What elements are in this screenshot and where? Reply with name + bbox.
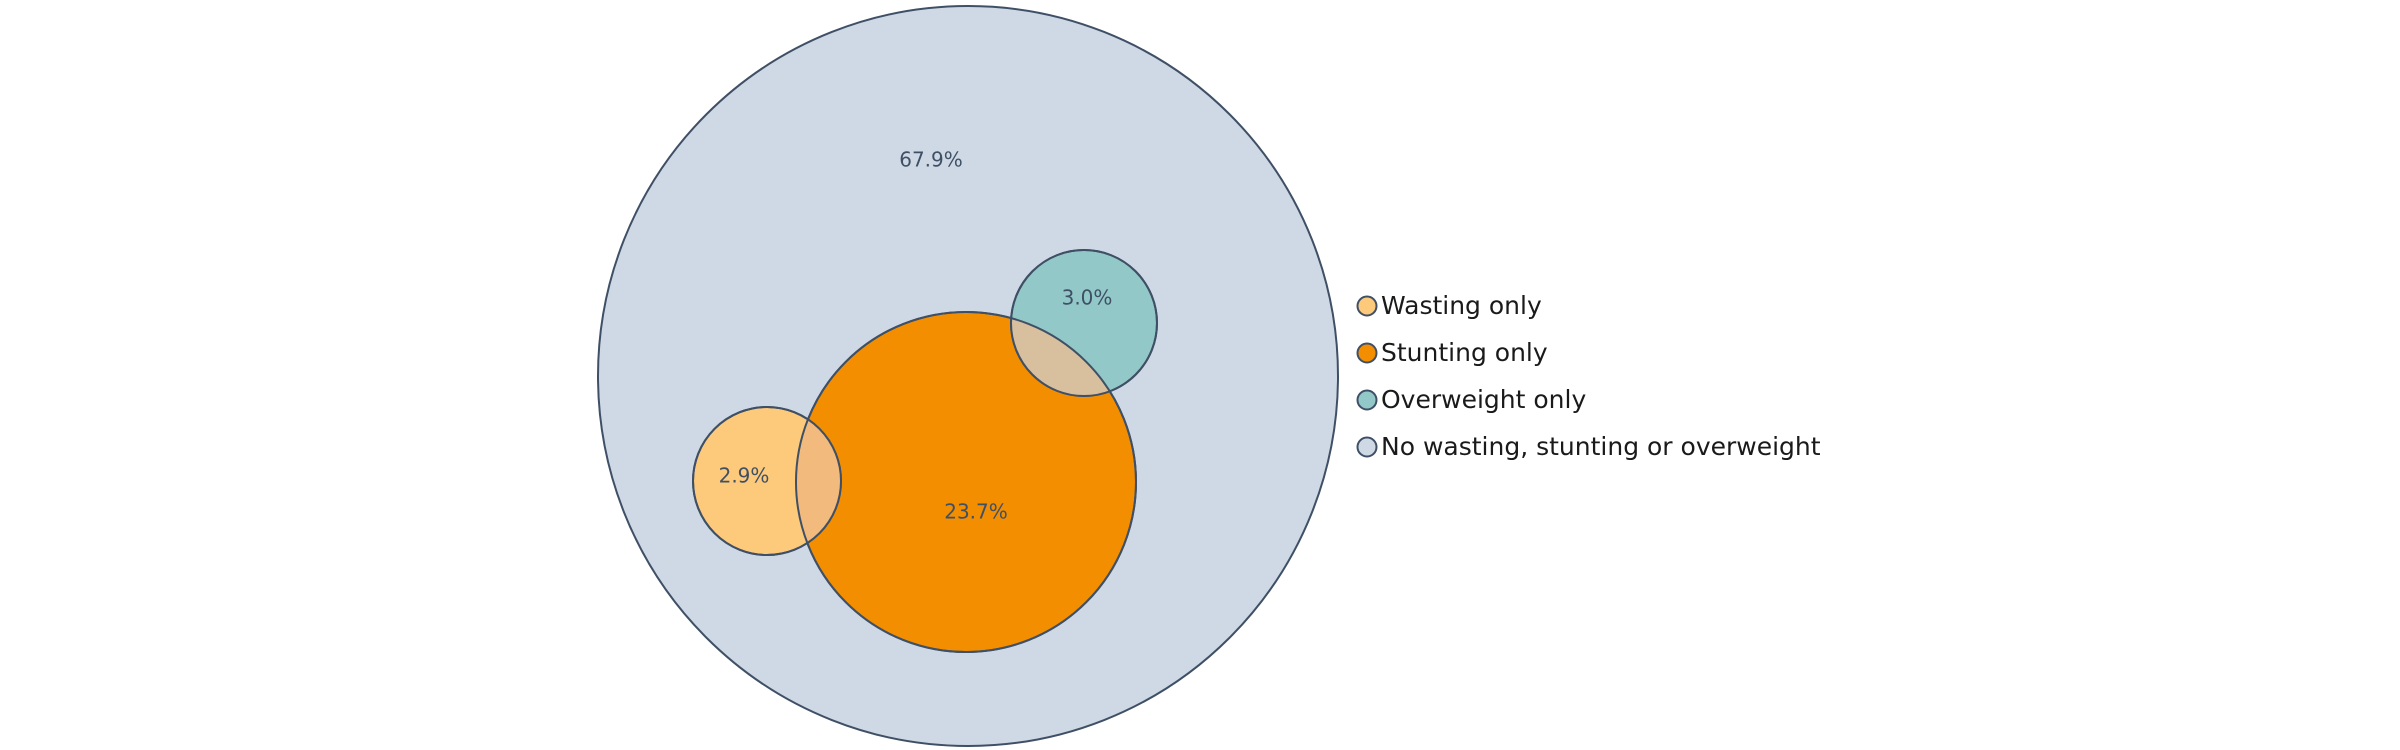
legend-item-wasting: Wasting only (1356, 291, 1542, 320)
overlap-wasting-stunting (796, 407, 841, 555)
label-no-wasting-stunting-overweight: 67.9% (899, 148, 963, 172)
label-stunting-only: 23.7% (944, 500, 1008, 524)
legend-swatch-stunting (1356, 342, 1378, 364)
outline-overweight (1010, 249, 1158, 397)
outline-stunting (795, 311, 1137, 653)
legend-item-stunting: Stunting only (1356, 338, 1548, 367)
legend-swatch-wasting (1356, 295, 1378, 317)
outline-wasting (692, 406, 842, 556)
label-overweight-only: 3.0% (1062, 286, 1113, 310)
legend-label-wasting: Wasting only (1381, 291, 1542, 320)
legend-item-overweight: Overweight only (1356, 385, 1586, 414)
legend-swatch-none (1356, 436, 1378, 458)
legend-label-overweight: Overweight only (1381, 385, 1586, 414)
legend-label-none: No wasting, stunting or overweight (1381, 432, 1821, 461)
legend-item-none: No wasting, stunting or overweight (1356, 432, 1821, 461)
label-wasting-only: 2.9% (719, 464, 770, 488)
legend: Wasting only Stunting only Overweight on… (1356, 291, 1821, 461)
legend-label-stunting: Stunting only (1381, 338, 1548, 367)
legend-swatch-overweight (1356, 389, 1378, 411)
